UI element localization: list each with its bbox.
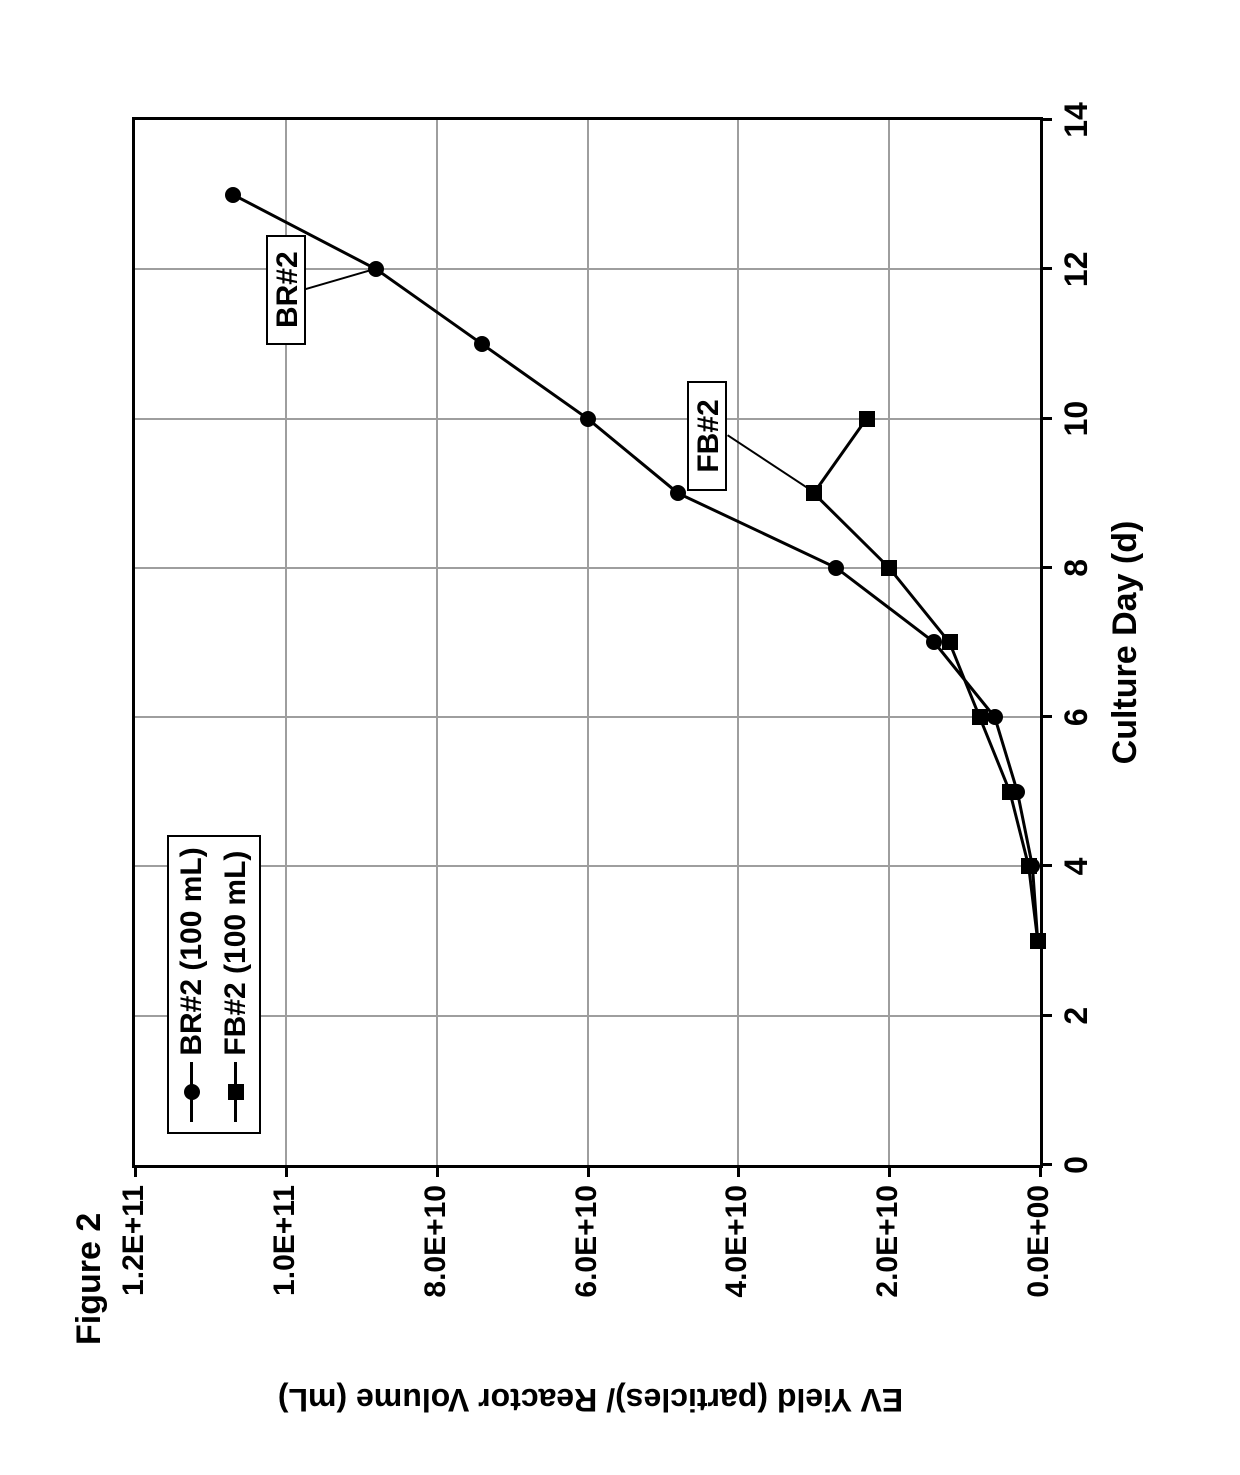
y-tick-label: 1.0E+11 [268, 1185, 302, 1345]
y-tick [436, 1165, 439, 1177]
y-tick [1039, 1165, 1042, 1177]
y-tick-label: 6.0E+10 [570, 1185, 604, 1345]
x-tick-label: 10 [1058, 389, 1095, 449]
x-tick [1040, 864, 1052, 867]
x-tick-label: 14 [1058, 90, 1095, 150]
x-tick [1040, 417, 1052, 420]
y-tick [134, 1165, 137, 1177]
x-axis-title: Culture Day (d) [1106, 120, 1145, 1165]
x-tick-label: 0 [1058, 1135, 1095, 1195]
x-tick-label: 6 [1058, 687, 1095, 747]
x-tick-label: 4 [1058, 836, 1095, 896]
x-tick [1040, 715, 1052, 718]
y-tick [285, 1165, 288, 1177]
y-axis-title: EV Yield (particles)/ Reactor Volume (mL… [138, 1382, 1043, 1419]
y-tick [737, 1165, 740, 1177]
x-tick [1040, 118, 1052, 121]
y-tick-label: 4.0E+10 [720, 1185, 754, 1345]
x-tick-label: 2 [1058, 986, 1095, 1046]
x-tick [1040, 267, 1052, 270]
y-tick-label: 8.0E+10 [419, 1185, 453, 1345]
axes-layer: 0.0E+00 2.0E+10 4.0E+10 6.0E+10 8.0E+10 1.0E+… [0, 0, 1240, 1475]
x-tick [1040, 1014, 1052, 1017]
y-tick [587, 1165, 590, 1177]
x-tick-label: 8 [1058, 538, 1095, 598]
rotated-stage: Figure 2 BR#2FB#2 BR#2 (100 mL)FB#2 (100… [0, 0, 1240, 1475]
x-tick [1040, 566, 1052, 569]
y-tick [888, 1165, 891, 1177]
x-tick [1040, 1163, 1052, 1166]
y-tick-label: 2.0E+10 [871, 1185, 905, 1345]
y-tick-label: 1.2E+11 [117, 1185, 151, 1345]
x-tick-label: 12 [1058, 239, 1095, 299]
y-tick-label: 0.0E+00 [1022, 1185, 1056, 1345]
